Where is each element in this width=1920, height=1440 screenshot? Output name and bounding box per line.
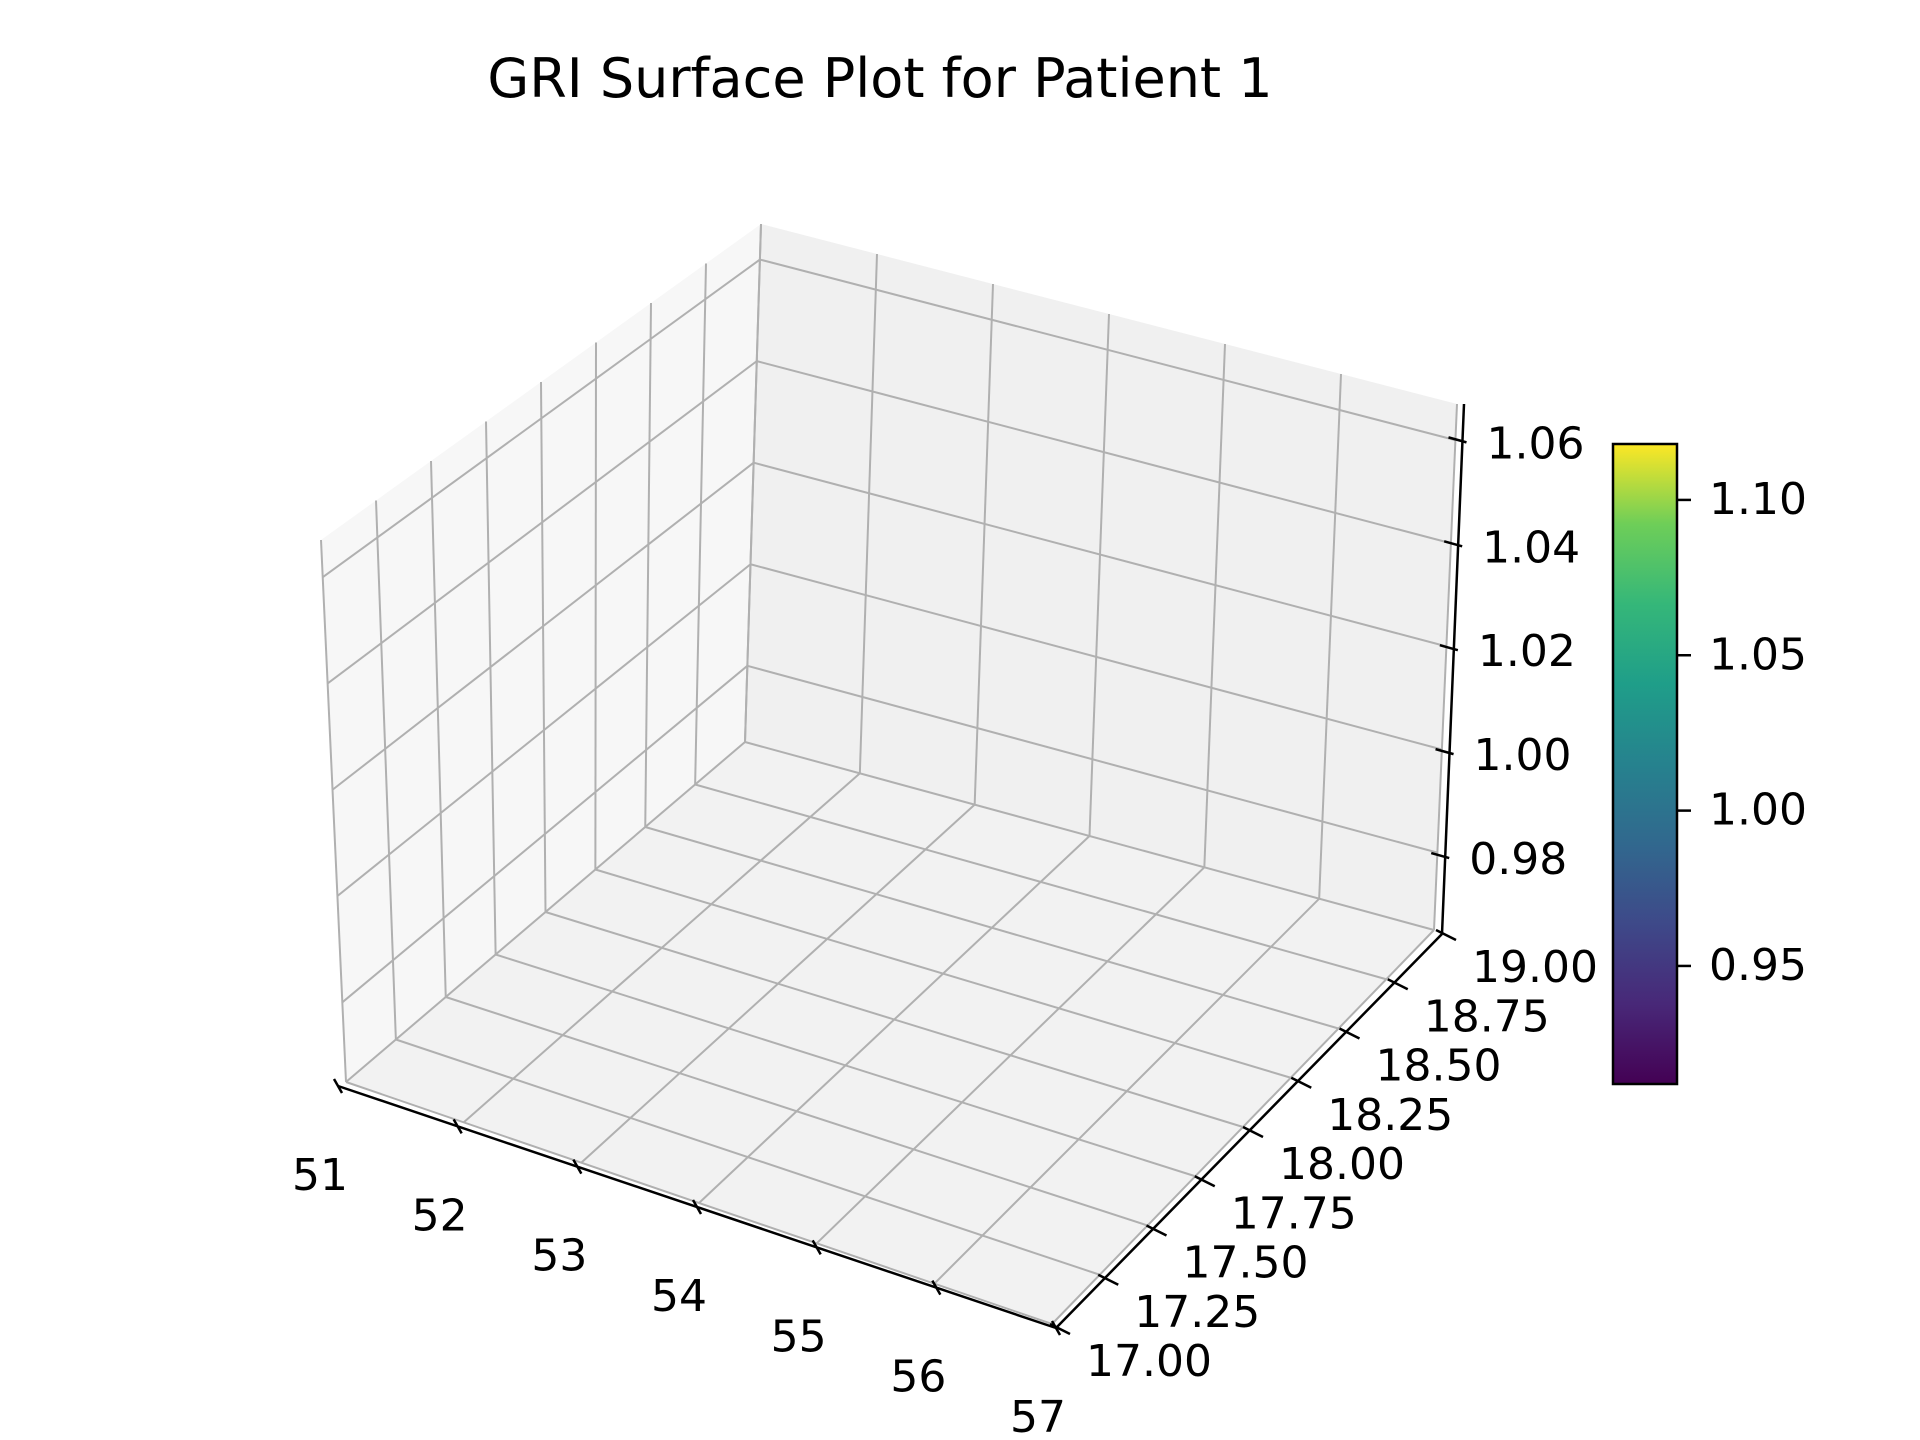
grid-line-x-wall	[1318, 373, 1342, 899]
pane-back-right	[745, 224, 1457, 930]
grid-line-y	[595, 868, 1292, 1079]
x-tick-label: 55	[771, 1311, 827, 1362]
grid-line-z-right	[753, 461, 1447, 648]
x-tick-label: 56	[890, 1352, 946, 1403]
grid-line-y	[495, 953, 1196, 1178]
grid-line-y	[694, 783, 1387, 981]
x-tick-label: 53	[531, 1231, 587, 1282]
grid-line-y-wall	[744, 223, 762, 743]
colorbar-tick-label: 0.95	[1709, 940, 1807, 991]
x-tick-mark	[691, 1199, 703, 1215]
colorbar-tick-label: 1.10	[1709, 474, 1807, 525]
grid-line-y-wall	[430, 460, 447, 998]
grid-line-z-left	[336, 563, 752, 897]
colorbar-tick-label: 1.00	[1709, 785, 1807, 836]
z-tick-label: 1.02	[1478, 626, 1576, 677]
grid-line-z-left	[331, 461, 755, 791]
chart-title: GRI Surface Plot for Patient 1	[487, 47, 1272, 110]
y-tick-label: 17.50	[1183, 1238, 1309, 1289]
y-tick-labels: 17.0017.2517.5017.7518.0018.2518.5018.75…	[1086, 942, 1598, 1387]
grid-lines	[320, 223, 1458, 1325]
y-tick-label: 18.50	[1376, 1041, 1502, 1092]
grid-line-y	[445, 996, 1148, 1227]
z-tick-label: 1.06	[1486, 418, 1584, 469]
grid-line-z-left	[322, 258, 761, 579]
z-tick-label: 0.98	[1469, 834, 1567, 885]
tick-marks	[332, 436, 1467, 1336]
z-tick-mark	[1448, 436, 1467, 444]
colorbar-ticks: 0.95 1.00 1.05 1.10	[1677, 474, 1807, 991]
y-tick-label: 18.00	[1279, 1139, 1405, 1190]
y-tick-mark	[1145, 1224, 1168, 1237]
z-tick-mark	[1443, 540, 1463, 548]
grid-line-z-right	[759, 258, 1456, 442]
y-tick-label: 17.00	[1086, 1336, 1212, 1387]
z-tick-labels: 0.98 1.00 1.02 1.04 1.06	[1469, 418, 1584, 885]
grid-line-z-right	[756, 360, 1452, 545]
grid-line-z-left	[327, 360, 758, 685]
x-tick-mark	[572, 1159, 583, 1175]
z-tick-mark	[1435, 747, 1454, 756]
x-tick-mark	[931, 1280, 942, 1296]
y-tick-label: 17.75	[1231, 1188, 1357, 1239]
grid-line-y-wall	[540, 381, 547, 913]
grid-line-y	[545, 911, 1244, 1128]
grid-line-y	[744, 741, 1435, 931]
y-tick-mark	[1049, 1322, 1071, 1336]
grid-line-y-wall	[594, 342, 597, 870]
grid-line-y-wall	[694, 263, 707, 785]
y-tick-label: 18.75	[1424, 991, 1550, 1042]
x-tick-labels: 51 52 53 54 55 56 57	[292, 1150, 1066, 1440]
grid-line-y	[395, 1038, 1101, 1276]
grid-line-x-wall	[1088, 313, 1110, 837]
x-tick-label: 51	[292, 1150, 348, 1201]
grid-line-x-wall	[858, 253, 878, 774]
axes-3d: 51 52 53 54 55 56 57 17.0017.2517.5017.7518.00…	[292, 223, 1598, 1440]
grid-line-x-wall	[973, 283, 994, 805]
x-tick-mark	[811, 1239, 822, 1255]
colorbar: 0.95 1.00 1.05 1.10	[1611, 442, 1807, 1086]
x-tick-label: 57	[1010, 1392, 1066, 1440]
z-tick-label: 1.00	[1474, 730, 1572, 781]
x-tick-label: 52	[412, 1190, 468, 1241]
colorbar-tick-label: 1.05	[1709, 629, 1807, 680]
x-tick-label: 54	[651, 1271, 707, 1322]
grid-line-y	[644, 826, 1339, 1030]
y-tick-label: 18.25	[1327, 1090, 1453, 1141]
z-tick-label: 1.04	[1482, 522, 1580, 573]
grid-line-z-right	[750, 563, 1443, 751]
x-tick-mark	[332, 1078, 344, 1094]
x-tick-mark	[452, 1118, 463, 1134]
grid-line-y-wall	[375, 500, 397, 1040]
y-tick-mark	[1097, 1273, 1119, 1286]
z-tick-mark	[1439, 644, 1459, 652]
y-tick-mark	[1242, 1125, 1264, 1139]
z-tick-mark	[1430, 851, 1450, 860]
colorbar-gradient	[1611, 442, 1679, 1086]
grid-line-z-left	[341, 665, 748, 1004]
y-tick-label: 17.25	[1134, 1287, 1260, 1338]
grid-line-x-wall	[1433, 403, 1458, 931]
grid-line-z-right	[747, 664, 1438, 854]
grid-line-y-wall	[485, 421, 497, 955]
y-tick-mark	[1435, 928, 1457, 942]
z-axis-line	[1440, 403, 1466, 935]
y-tick-mark	[1387, 978, 1409, 991]
grid-line-y-wall	[644, 302, 652, 828]
grid-line-y-wall	[320, 539, 347, 1083]
grid-line-x-wall	[1203, 343, 1226, 868]
pane-back-left	[321, 224, 761, 1082]
y-tick-label: 19.00	[1472, 942, 1598, 993]
y-tick-mark	[1194, 1175, 1216, 1188]
pane-floor	[346, 742, 1434, 1324]
y-tick-mark	[1290, 1076, 1312, 1089]
y-tick-mark	[1338, 1027, 1361, 1040]
